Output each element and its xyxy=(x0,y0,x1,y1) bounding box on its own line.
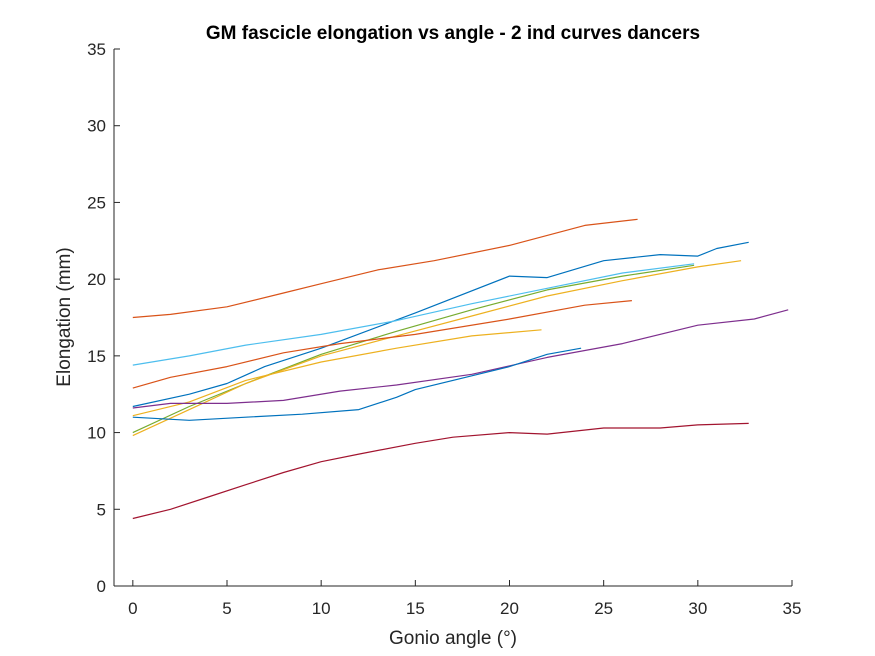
series-line-7 xyxy=(132,329,542,417)
y-tick-label: 0 xyxy=(97,577,106,596)
x-tick-label: 35 xyxy=(783,599,802,618)
x-axis-label: Gonio angle (°) xyxy=(389,628,517,649)
plot-area xyxy=(114,49,792,586)
y-tick-label: 10 xyxy=(87,424,106,443)
y-tick-label: 20 xyxy=(87,270,106,289)
series-line-2 xyxy=(132,241,749,408)
x-tick-label: 20 xyxy=(500,599,519,618)
x-tick-label: 25 xyxy=(594,599,613,618)
series-line-5 xyxy=(132,260,742,437)
x-tick-label: 30 xyxy=(688,599,707,618)
y-tick-label: 25 xyxy=(87,193,106,212)
y-tick-label: 35 xyxy=(87,40,106,59)
chart-title: GM fascicle elongation vs angle - 2 ind … xyxy=(206,23,700,44)
x-tick-label: 10 xyxy=(312,599,331,618)
series-line-4 xyxy=(132,264,695,434)
series-line-6 xyxy=(132,300,632,389)
x-axis-ticks: 0 5 10 15 20 25 30 35 xyxy=(128,580,801,618)
series-layer xyxy=(132,218,789,520)
x-tick-label: 0 xyxy=(128,599,137,618)
series-line-3 xyxy=(132,263,695,366)
y-axis-label: Elongation (mm) xyxy=(54,247,75,386)
x-tick-label: 15 xyxy=(406,599,425,618)
series-line-10 xyxy=(132,422,749,520)
series-line-1 xyxy=(132,218,638,319)
x-tick-label: 5 xyxy=(222,599,231,618)
y-tick-label: 30 xyxy=(87,117,106,136)
series-line-8 xyxy=(132,309,789,409)
y-tick-label: 5 xyxy=(97,500,106,519)
y-tick-label: 15 xyxy=(87,347,106,366)
series-line-9 xyxy=(132,347,582,421)
y-axis-ticks: 0 5 10 15 20 25 30 35 xyxy=(87,40,120,596)
